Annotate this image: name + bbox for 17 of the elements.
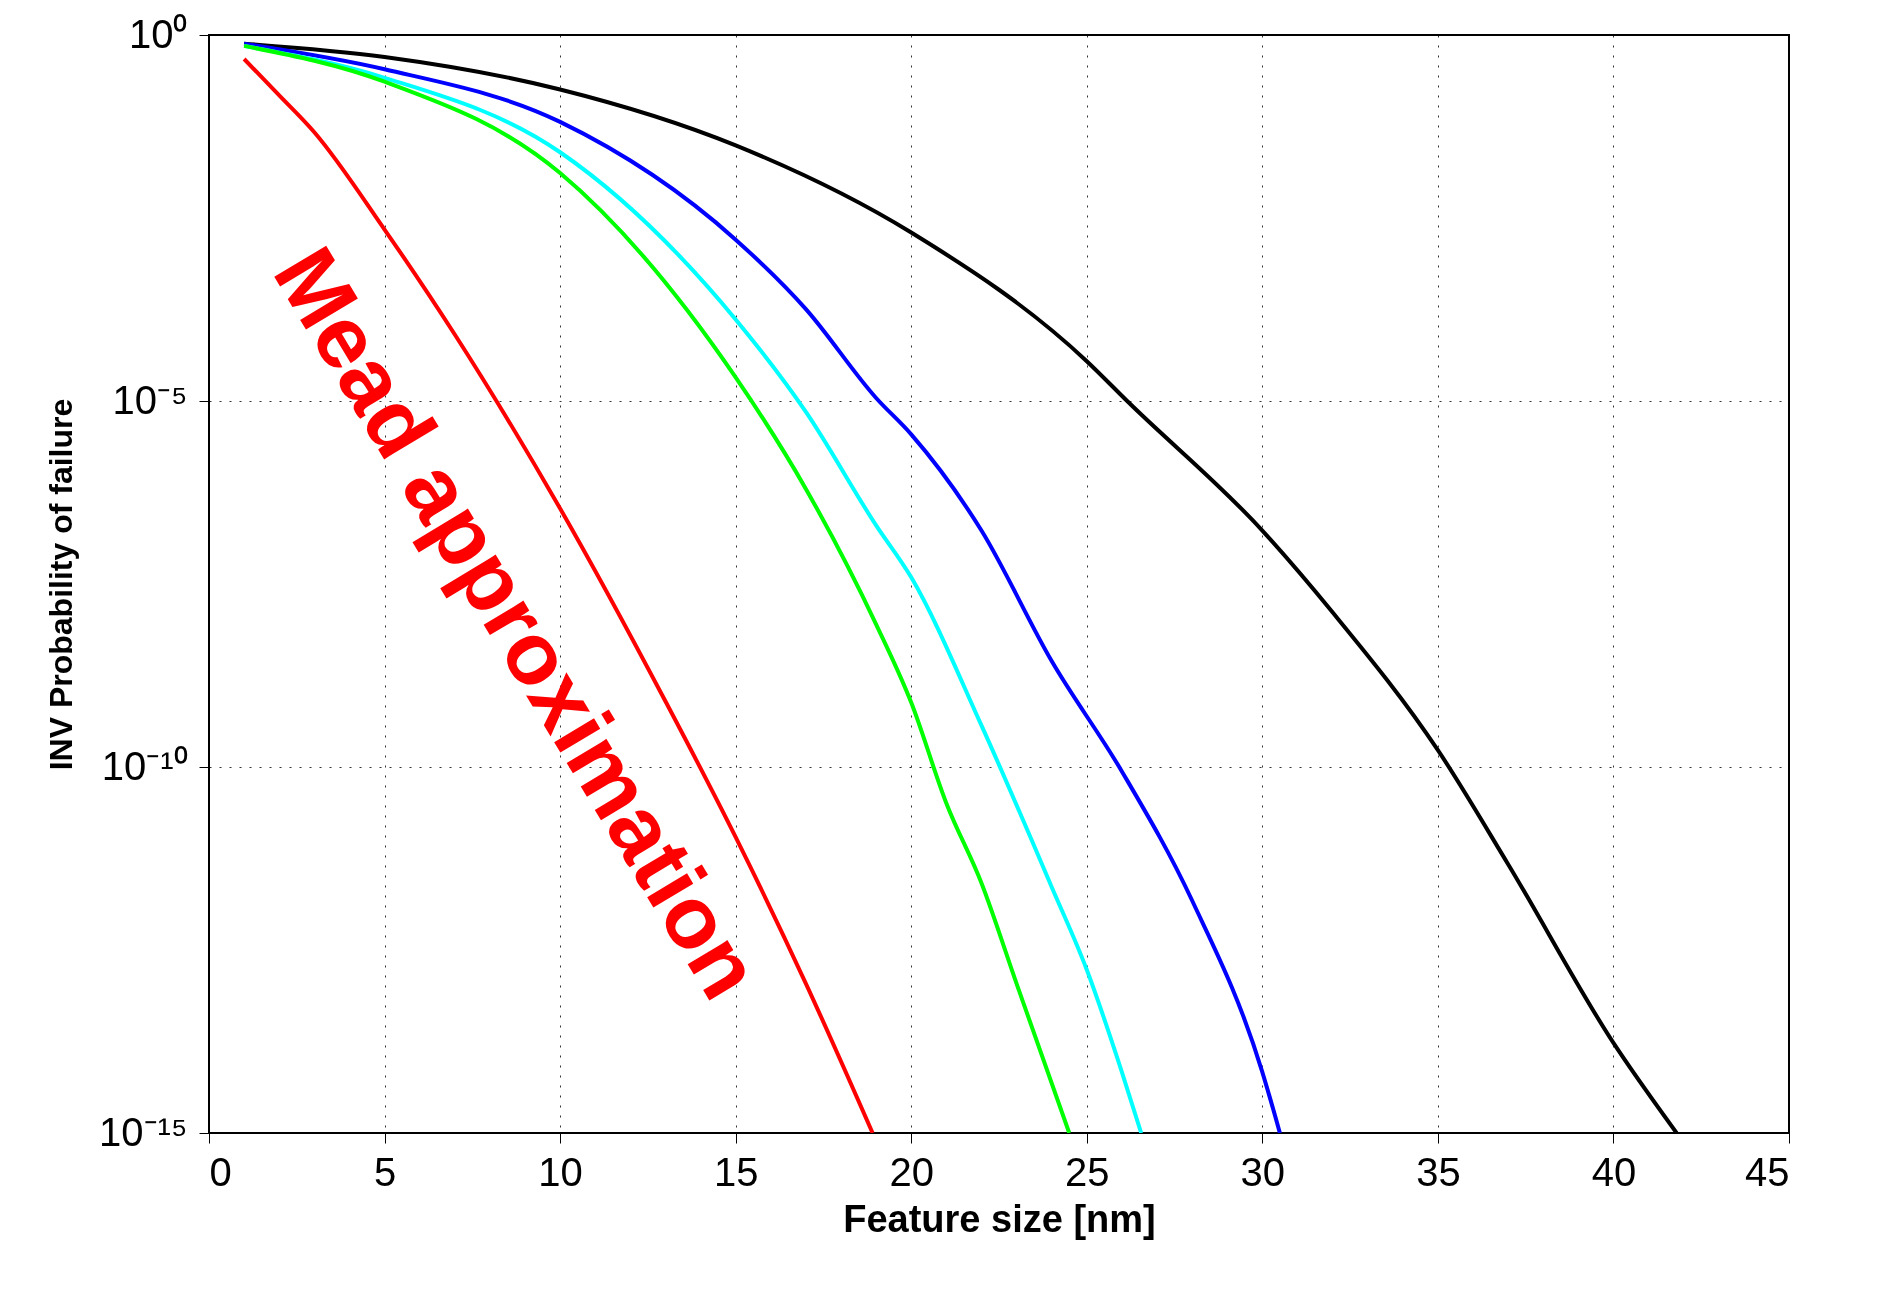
x-tick-label: 15: [713, 1149, 759, 1194]
y-tick-label: 10⁻¹⁰: [101, 743, 188, 788]
y-tick-label: 10⁰: [129, 11, 188, 56]
line-series: [242, 57, 875, 1133]
x-tick-label: 45: [1745, 1149, 1790, 1194]
y-tick-label: 10⁻¹⁵: [99, 1109, 188, 1154]
x-tick-label: 25: [1065, 1149, 1110, 1194]
x-tick-label: 35: [1416, 1149, 1461, 1194]
x-tick-label: 20: [889, 1149, 934, 1194]
x-tick-label: 0: [209, 1149, 232, 1194]
x-tick-label: 30: [1240, 1149, 1286, 1194]
y-axis-title: INV Probability of failure: [43, 398, 80, 771]
x-tick-label: 10: [538, 1149, 583, 1194]
x-tick-label: 5: [373, 1149, 397, 1194]
y-tick-label: 10⁻⁵: [112, 377, 188, 422]
x-tick-label: 40: [1591, 1149, 1637, 1194]
x-axis-title: Feature size [nm]: [843, 1197, 1156, 1240]
